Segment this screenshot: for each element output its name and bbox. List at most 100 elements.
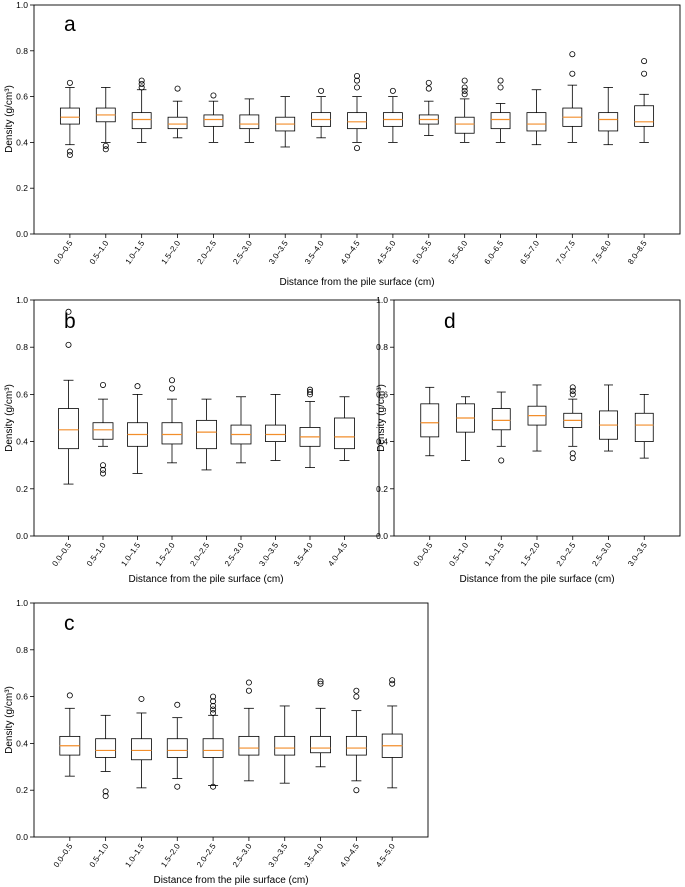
panel-a-box-7 [311,87,332,139]
iqr-box [58,408,79,450]
outlier-point [138,84,145,91]
iqr-box [203,114,224,127]
outlier-point [353,787,360,794]
outlier-point [353,77,360,84]
panel-a-box-4 [203,92,224,143]
outlier-point [425,85,432,92]
outlier-point [353,693,360,700]
panel-a-box-0 [59,79,80,158]
outlier-point [353,72,360,79]
iqr-box [526,112,547,132]
outlier-point [317,678,324,685]
panel-d-ylabel: Density (g/cm³) [376,384,387,452]
outlier-point [210,698,217,705]
outlier-point [353,84,360,91]
outlier-point [66,692,73,699]
panel-d-ytick-label: 0.0 [376,531,388,541]
outlier-point [100,381,107,388]
panel-b-box-5 [230,396,252,464]
outlier-point [498,457,505,464]
iqr-box [202,738,224,758]
outlier-point [66,148,73,155]
outlier-point [569,51,576,58]
iqr-box [239,114,260,130]
panel-b-ytick-label: 0.2 [16,484,28,494]
panel-b-ylabel: Density (g/cm³) [4,384,15,452]
panel-c-box-4 [202,693,224,790]
outlier-point [569,391,576,398]
iqr-box [166,738,188,758]
panel-a: a Distance from the pile surface (cm) De… [4,0,681,288]
outlier-point [306,386,313,393]
panel-a-box-8 [347,72,367,152]
outlier-point [497,77,504,84]
iqr-box [490,112,511,130]
panel-c-ytick-label: 0.0 [16,832,28,842]
outlier-point [174,701,181,708]
outlier-point [353,145,360,152]
outlier-point [461,84,468,91]
iqr-box [59,107,80,125]
panel-b-xlabel: Distance from the pile surface (cm) [128,574,283,585]
panel-b-box-1 [92,381,114,477]
panel-b-box-7 [299,386,321,468]
panel-c-ytick-label: 0.2 [16,785,28,795]
iqr-box [310,735,331,754]
panel-a-box-14 [562,51,583,143]
panel-d-box-5 [599,384,618,452]
iqr-box [347,112,367,130]
panel-c-box-3 [166,701,188,790]
outlier-point [100,470,107,477]
outlier-point [497,84,504,91]
outlier-point [210,783,217,790]
panel-a-ytick-label: 0.6 [16,92,28,102]
panel-b-box-2 [127,383,148,474]
iqr-box [95,738,117,758]
outlier-point [210,706,217,713]
outlier-point [66,151,73,158]
panel-a-box-2 [131,77,152,143]
iqr-box [196,419,217,450]
panel-a-label: a [64,13,76,36]
outlier-point [210,92,217,99]
outlier-point [102,788,109,795]
iqr-box [238,735,260,756]
panel-b-ytick-label: 0.4 [16,437,28,447]
outlier-point [134,383,141,390]
iqr-box [598,112,619,132]
panel-a-box-11 [454,77,475,143]
outlier-point [210,702,217,709]
outlier-point [168,385,175,392]
outlier-point [569,70,576,77]
panel-a-box-5 [239,98,260,143]
outlier-point [138,81,145,88]
panel-c-box-2 [131,695,152,789]
outlier-point [389,87,396,94]
outlier-point [425,79,432,86]
panel-b-box-6 [265,393,286,461]
outlier-point [210,709,217,716]
panel-a-box-13 [526,89,547,146]
outlier-point [65,308,72,315]
panel-c-label: c [64,612,75,635]
panel-c-ytick-label: 1.0 [16,598,28,608]
panel-a-box-6 [275,96,296,148]
panel-b-label: b [64,310,76,333]
iqr-box [634,412,654,442]
outlier-point [100,462,107,469]
outlier-point [569,384,576,391]
iqr-box [131,112,152,130]
panel-c-box-8 [345,687,367,794]
panel-c-box-7 [310,678,331,768]
outlier-point [318,87,325,94]
outlier-point [102,146,109,153]
panel-a-ytick-label: 0.0 [16,229,28,239]
iqr-box [131,738,152,761]
panel-a-ytick-label: 1.0 [16,0,28,10]
panel-c-box-1 [95,714,117,800]
panel-c: c Distance from the pile surface (cm) De… [4,598,429,886]
outlier-point [100,466,107,473]
outlier-point [389,677,396,684]
iqr-box [491,408,511,431]
outlier-point [306,389,313,396]
